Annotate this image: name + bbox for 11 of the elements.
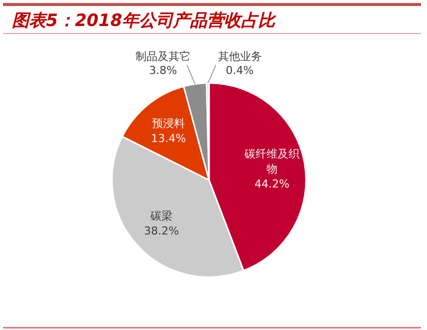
chart-title: 图表5：2018年公司产品营收占比 (12, 11, 278, 31)
slice-label: 制品及其它 (136, 50, 191, 63)
slice-label: 碳梁 (150, 209, 173, 222)
slice-label: 预浸料 (152, 116, 186, 130)
data-label: 13.4% (151, 132, 186, 145)
data-label: 44.2% (254, 177, 290, 190)
data-label: 3.8% (149, 64, 178, 77)
slice-label: 其他业务 (218, 50, 262, 63)
data-label: 0.4% (226, 64, 254, 77)
data-label: 38.2% (144, 224, 179, 238)
slice-label: 碳纤维及织物 (243, 147, 300, 176)
